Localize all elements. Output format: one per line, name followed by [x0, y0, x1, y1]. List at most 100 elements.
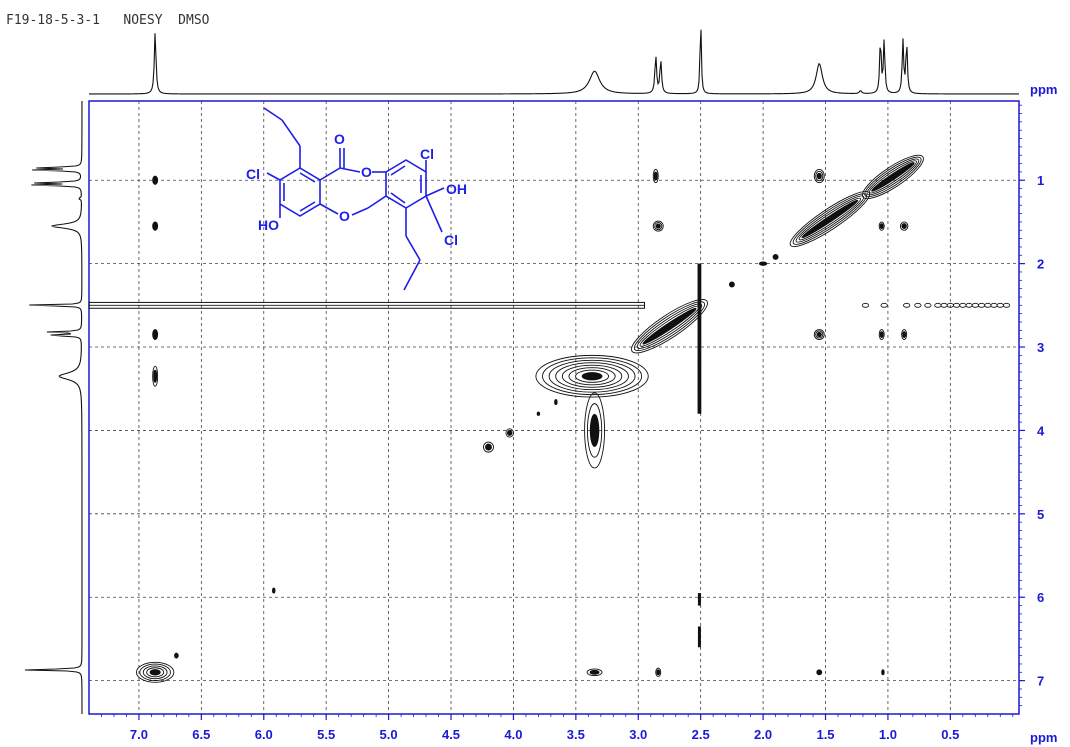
- contour-level: [772, 254, 779, 260]
- ridge-level: [862, 154, 924, 200]
- diagonal-ridge: [862, 154, 924, 200]
- x-tick-label: 3.5: [567, 727, 585, 742]
- t1-noise-dot: [934, 302, 942, 308]
- contour-level: [878, 221, 885, 231]
- solvent-streak-vertical: [697, 593, 701, 606]
- contour-level: [902, 331, 907, 338]
- x-tick-label: 6.0: [255, 727, 273, 742]
- x-tick-label: 1.0: [879, 727, 897, 742]
- contour-level: [561, 364, 623, 388]
- contour-level: [758, 261, 768, 266]
- cross-peak: [586, 668, 603, 677]
- contour-level: [652, 220, 664, 232]
- diagonal-ridge: [789, 191, 871, 248]
- t1-noise-dot: [971, 302, 979, 308]
- contour-level: [816, 669, 823, 676]
- y-axis: 1 2 3 4 5 6 7: [1019, 104, 1045, 707]
- cross-peak: [652, 168, 659, 184]
- contour-level: [174, 652, 179, 659]
- x-tick-label: 5.5: [317, 727, 335, 742]
- structure-label-cl-top-right: Cl: [420, 146, 434, 162]
- contour-level: [153, 369, 158, 383]
- contour-level: [152, 175, 159, 185]
- contour-level: [536, 411, 541, 416]
- cross-peak: [881, 669, 885, 676]
- contour-level: [879, 223, 884, 230]
- ridge-level: [636, 303, 703, 349]
- contour-level: [813, 168, 825, 184]
- ridge-level: [866, 158, 920, 196]
- t1-noise-dot: [977, 302, 986, 308]
- cross-peak: [152, 365, 159, 387]
- cross-peak: [758, 261, 768, 266]
- contour-level: [149, 669, 161, 676]
- chemical-structure: Cl O O Cl OH HO O Cl: [246, 107, 467, 291]
- contour-level: [816, 172, 822, 180]
- x-axis-unit-label: ppm: [1030, 730, 1057, 745]
- x-tick-label: 2.0: [754, 727, 772, 742]
- y-tick-label: 6: [1037, 590, 1044, 605]
- contour-level: [815, 330, 824, 339]
- contour-level: [575, 369, 610, 383]
- y-tick-label: 4: [1037, 423, 1045, 438]
- contour-level: [728, 281, 735, 288]
- t1-noise-dot: [952, 302, 961, 308]
- cross-peak: [813, 168, 825, 184]
- contour-level: [584, 392, 606, 469]
- contour-level: [815, 170, 824, 182]
- t1-noise-dot: [940, 302, 948, 308]
- t1-noise-dot: [861, 302, 870, 308]
- top-1d-spectrum: [89, 29, 1019, 95]
- contour-level: [548, 359, 636, 393]
- cross-peak: [584, 392, 606, 469]
- cross-peak: [901, 329, 908, 340]
- ridge-level: [864, 156, 922, 198]
- contour-level: [653, 171, 658, 181]
- y-tick-label: 1: [1037, 173, 1044, 188]
- cross-peak: [813, 329, 825, 340]
- chart-title: F19-18-5-3-1 NOESY DMSO: [6, 13, 210, 28]
- contour-level: [879, 331, 884, 338]
- ridge-level: [633, 301, 706, 352]
- x-tick-label: 3.0: [629, 727, 647, 742]
- x-tick-label: 1.5: [816, 727, 834, 742]
- t1-noise-dot: [1002, 302, 1011, 308]
- t1-noise-dot: [990, 302, 998, 308]
- cross-peak: [272, 587, 276, 594]
- cross-peak: [728, 281, 735, 288]
- contour-level: [586, 668, 603, 677]
- cross-peak: [135, 661, 175, 683]
- contour-level: [139, 663, 171, 681]
- cross-peak: [899, 221, 909, 231]
- contour-level: [656, 669, 661, 676]
- contour-level: [652, 168, 659, 184]
- ridge-level: [642, 307, 697, 345]
- x-tick-label: 7.0: [130, 727, 148, 742]
- contour-level: [272, 587, 276, 594]
- ridge-level: [871, 162, 915, 192]
- cross-peak: [152, 175, 159, 185]
- structure-label-cl-left: Cl: [246, 166, 260, 182]
- y-tick-label: 5: [1037, 507, 1044, 522]
- ridge-level: [801, 199, 859, 239]
- y-tick-label: 7: [1037, 674, 1044, 689]
- cross-peak: [536, 411, 541, 416]
- top-spectrum-trace: [89, 29, 1019, 95]
- cross-peak: [174, 652, 179, 659]
- x-tick-label: 4.5: [442, 727, 460, 742]
- structure-label-cl-bottom-right: Cl: [444, 232, 458, 248]
- plot-frame: [88, 100, 1020, 715]
- left-spectrum-trace: [24, 101, 83, 714]
- structure-label-carbonyl-o: O: [334, 131, 345, 147]
- y-axis-unit-label: ppm: [1030, 82, 1057, 97]
- y-tick-label: 3: [1037, 340, 1044, 355]
- contour-level: [542, 357, 643, 396]
- contour-level: [535, 354, 649, 398]
- t1-noise-dot: [880, 302, 888, 308]
- structure-label-ether-o: O: [339, 208, 350, 224]
- contour-level: [899, 221, 909, 231]
- cross-peak: [878, 221, 885, 231]
- contour-level: [554, 399, 558, 406]
- plot-area: [88, 100, 1020, 715]
